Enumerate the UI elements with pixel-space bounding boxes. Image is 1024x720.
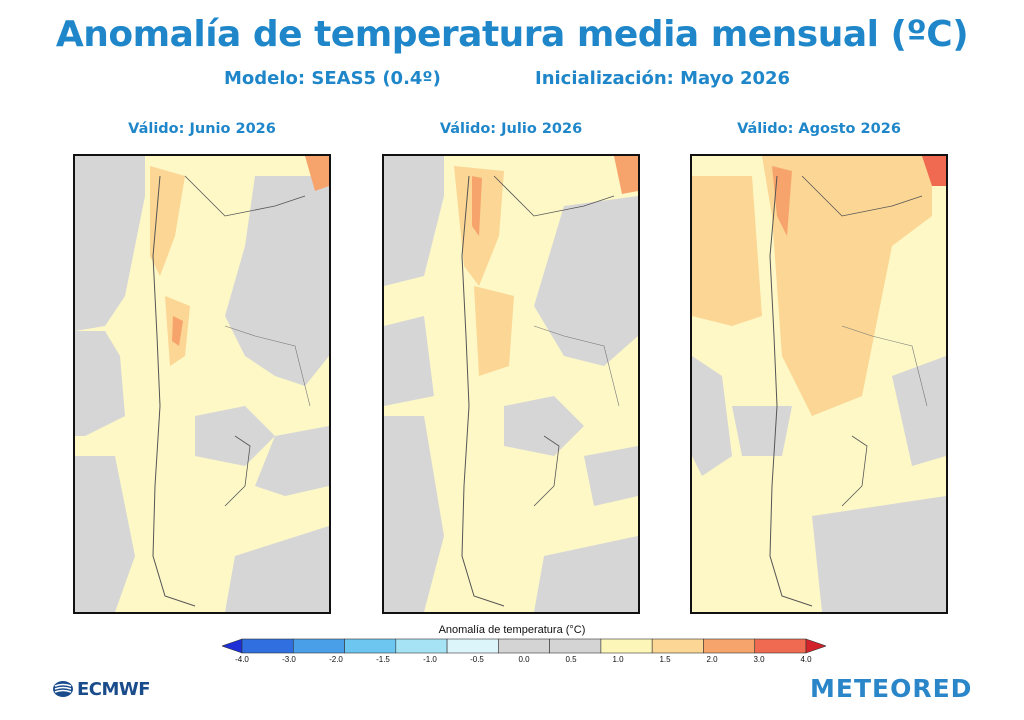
colorbar-segment [498, 638, 550, 654]
colorbar-segment [754, 638, 807, 654]
map-june [73, 154, 331, 614]
colorbar-segment [395, 638, 448, 654]
legend-title: Anomalía de temperatura (°C) [438, 624, 586, 636]
legend-tick-label: 2.0 [706, 655, 718, 664]
legend-tick-label: -0.5 [470, 655, 484, 664]
legend-tick-label: -1.5 [376, 655, 390, 664]
ecmwf-logo: ECMWF [52, 678, 151, 700]
colorbar-segment [651, 638, 704, 654]
colorbar-segment [600, 638, 653, 654]
colorbar-segment [241, 638, 294, 654]
legend-tick-label: 3.0 [753, 655, 765, 664]
ecmwf-label: ECMWF [77, 678, 151, 700]
colorbar-arrow-low [221, 638, 243, 654]
legend-tick-label: 1.5 [659, 655, 671, 664]
legend-tick-label: -1.0 [423, 655, 437, 664]
panel-title-july: Válido: Julio 2026 [439, 121, 583, 137]
ecmwf-icon [53, 681, 73, 697]
legend-tick-label: -4.0 [235, 655, 249, 664]
main-title: Anomalía de temperatura media mensual (º… [55, 14, 969, 55]
colorbar-segment [446, 638, 499, 654]
legend-tick-label: 0.5 [565, 655, 577, 664]
map-july [382, 154, 640, 614]
colorbar-segment [344, 638, 397, 654]
legend-tick-label: -3.0 [282, 655, 296, 664]
legend-tick-label: 0.0 [518, 655, 530, 664]
legend-tick-label: -2.0 [329, 655, 343, 664]
legend-tick-label: 1.0 [612, 655, 624, 664]
panel-title-june: Válido: Junio 2026 [128, 121, 276, 137]
map-august [690, 154, 948, 614]
colorbar-segment [292, 638, 345, 654]
colorbar-arrow-high [805, 638, 827, 654]
meteored-logo: METEORED [810, 674, 973, 703]
colorbar-segment [549, 638, 602, 654]
legend-tick-label: 4.0 [800, 655, 812, 664]
panel-title-august: Válido: Agosto 2026 [737, 121, 901, 137]
colorbar-segment [703, 638, 756, 654]
init-subtitle: Inicialización: Mayo 2026 [535, 68, 791, 89]
model-subtitle: Modelo: SEAS5 (0.4º) [224, 68, 441, 89]
color-bar [221, 638, 827, 659]
